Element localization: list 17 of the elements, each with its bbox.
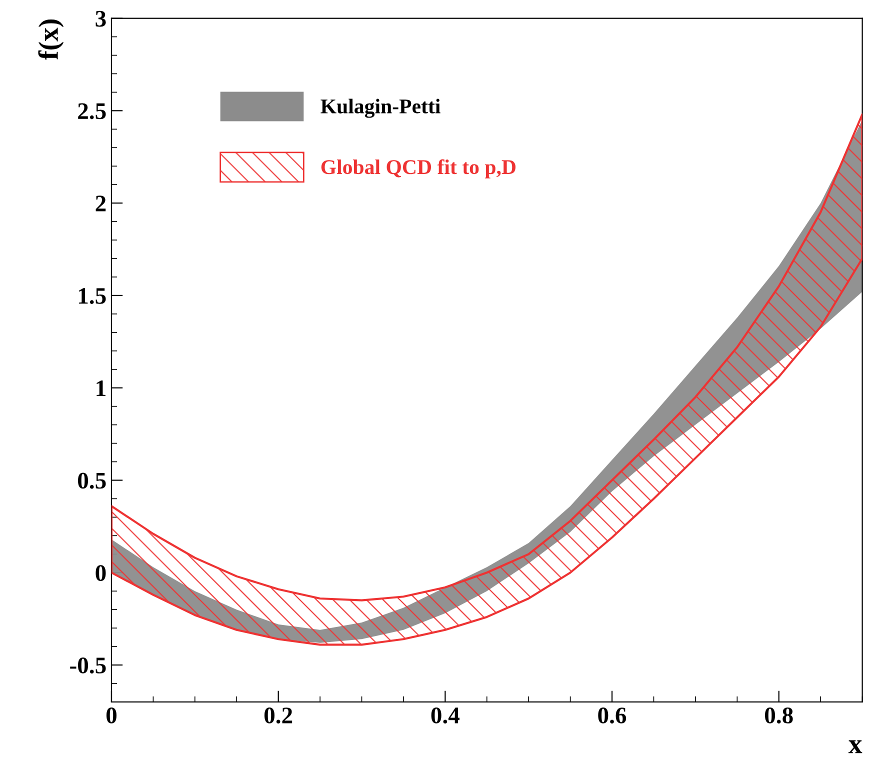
x-tick-label: 0 (106, 708, 116, 724)
y-tick-label: -0.5 (70, 657, 106, 674)
x-tick-label: 0.2 (264, 708, 292, 724)
legend-label: Global QCD fit to p,D (321, 159, 516, 178)
legend-label: Kulagin-Petti (320, 98, 440, 118)
y-tick-label: 1 (96, 380, 106, 396)
x-tick-label: 0.8 (765, 708, 793, 724)
y-axis-title: f(x) (38, 20, 64, 60)
y-tick-label: 0 (96, 565, 106, 582)
x-tick-label: 0.4 (431, 708, 460, 724)
y-tick-label: 2 (96, 196, 106, 212)
x-tick-label: 0.6 (598, 708, 626, 724)
y-tick-label: 3 (96, 10, 106, 27)
x-axis-title: x (848, 740, 862, 754)
y-tick-label: 1.5 (79, 288, 106, 304)
y-tick-label: 2.5 (78, 103, 106, 120)
y-tick-label: 0.5 (78, 472, 106, 489)
